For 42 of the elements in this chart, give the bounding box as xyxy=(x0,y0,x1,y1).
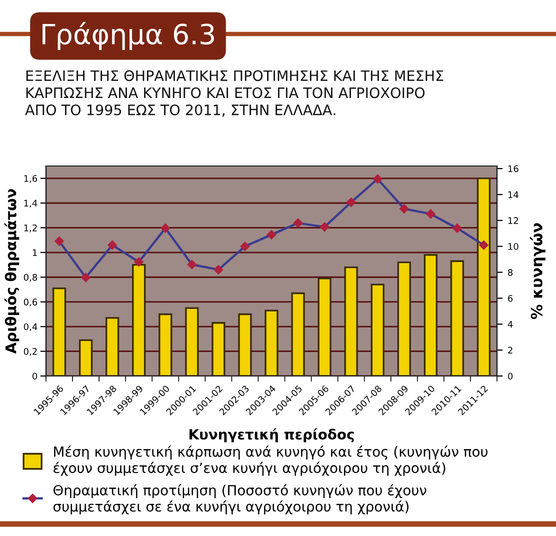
y2-tick-label: 10 xyxy=(508,243,518,250)
bar xyxy=(78,339,93,376)
chart-title: Γράφημα 6.3 xyxy=(42,22,214,50)
bar xyxy=(212,322,226,376)
y-tick-label: 1,2 xyxy=(24,224,37,232)
y2-tick-label: 14 xyxy=(508,191,518,198)
legend-label: Θηραματική προτίμηση (Ποσοστό κυνηγών που έχουν συμμετάσχει σε ένα κυνήγι αγριόχοιρου τη χρονιά) xyxy=(53,484,426,514)
y-tick-label: 1,6 xyxy=(24,175,38,183)
bar xyxy=(318,278,332,376)
x-axis-title: Κυνηγετική περίοδος xyxy=(190,428,354,442)
bar xyxy=(370,284,384,376)
bar xyxy=(397,262,411,376)
y2-tick-label: 6 xyxy=(508,294,513,302)
y-tick-label: 0,4 xyxy=(24,323,38,332)
y2-tick-label: 12 xyxy=(508,217,518,224)
bar xyxy=(450,260,464,376)
y-tick-label: 1 xyxy=(32,249,37,256)
y2-tick-label: 16 xyxy=(508,165,518,172)
y-tick-label: 1,4 xyxy=(24,200,38,208)
bar xyxy=(106,317,120,376)
bar xyxy=(158,313,172,376)
legend-label: Μέση κυνηγετική κάρπωση ανά κυνηγό και έτος (κυνηγών που έχουν συμμετάσχει σ’ενα κυνήγι αγριόχοιρου τη χρονιά) xyxy=(54,446,488,476)
y2-tick-label: 2 xyxy=(508,346,512,354)
bar xyxy=(476,178,491,376)
y-tick-label: 0,2 xyxy=(24,348,37,356)
y-axis-title: Αριθμός θηραμάτων xyxy=(4,188,20,354)
y2-tick-label: 8 xyxy=(508,269,513,276)
bar xyxy=(424,254,438,376)
y-tick-label: 0,6 xyxy=(24,298,38,306)
bar xyxy=(264,310,278,376)
y-tick-label: 0 xyxy=(32,372,38,380)
bar xyxy=(238,313,252,376)
bar xyxy=(344,266,358,376)
chart-subtitle: ΕΞΕΛΙΞΗ ΤΗΣ ΘΗΡΑΜΑΤΙΚΗΣ ΠΡΟΤΙΜΗΣΗΣ ΚΑΙ ΤΗΣ ΜΕΣΗΣ ΚΑΡΠΩΣΗΣ ΑΝΑ ΚΥΝΗΓΟ ΚΑΙ ΕΤΟΣ ΓΙΑ ΤΟΝ ΑΓΡΙΟΧΟΙΡΟ ΑΠΟ ΤΟ 1995 ΕΩΣ ΤΟ 2011, ΣΤΗΝ ΕΛΛΑΔΑ. xyxy=(25,70,444,117)
bar xyxy=(291,292,305,376)
y2-tick-label: 0 xyxy=(508,372,513,380)
y2-tick-label: 4 xyxy=(508,320,513,328)
bar xyxy=(52,287,66,376)
bar xyxy=(185,307,199,376)
y2-axis-title: % κυνηγών xyxy=(530,223,546,320)
bar xyxy=(132,264,146,376)
y-tick-label: 0,8 xyxy=(24,274,38,282)
